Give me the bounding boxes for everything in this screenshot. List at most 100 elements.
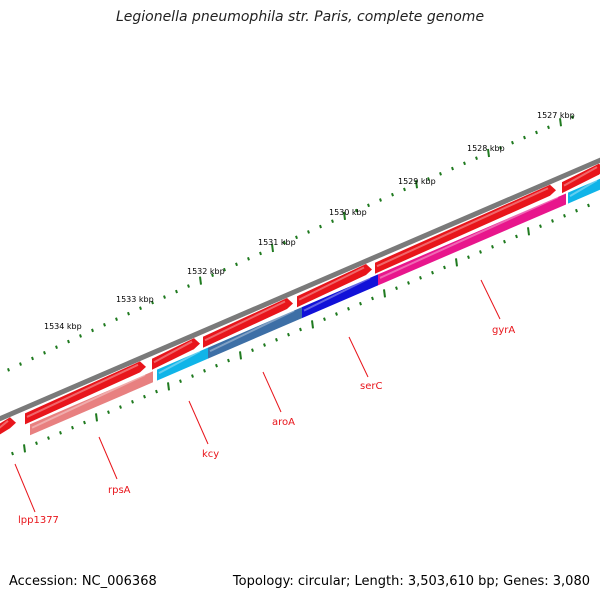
forward-gene-4-highlight	[204, 300, 286, 342]
scale-tick	[463, 161, 466, 166]
topology-summary: Topology: circular; Length: 3,503,610 bp…	[232, 574, 590, 589]
scale-tick	[559, 118, 562, 127]
scale-tick	[355, 208, 358, 213]
inner-tick	[11, 451, 14, 456]
scale-ticks	[7, 115, 574, 372]
inner-tick	[239, 351, 242, 360]
scale-tick	[199, 276, 202, 285]
scale-label: 1531 kbp	[258, 238, 296, 247]
inner-tick	[431, 270, 434, 275]
gene-label-kcy: kcy	[202, 449, 219, 460]
forward-strand-genes	[0, 163, 600, 435]
scale-tick	[259, 251, 262, 256]
inner-tick	[83, 420, 86, 425]
gene-label-line-kcy	[188, 400, 209, 445]
inner-tick	[35, 441, 38, 446]
reverse-gene-aroA-highlight	[209, 309, 295, 353]
forward-gene-4	[203, 298, 293, 348]
scale-tick	[7, 367, 10, 372]
reverse-gene-kcy	[157, 347, 208, 381]
scale-tick	[379, 198, 382, 202]
scale-label: 1532 kbp	[187, 267, 225, 276]
scale-tick	[343, 211, 346, 221]
scale-tick	[187, 284, 190, 288]
forward-gene-1	[0, 417, 16, 435]
genome-backbone	[0, 157, 600, 422]
inner-tick	[167, 382, 170, 391]
gene-label-line-lpp1377	[14, 463, 36, 513]
scale-tick	[439, 171, 442, 176]
inner-tick	[155, 389, 158, 394]
gene-label-gyrA: gyrA	[492, 325, 515, 336]
scale-tick	[19, 362, 22, 366]
inner-tick	[323, 317, 326, 321]
inner-tick	[467, 255, 470, 259]
inner-tick	[299, 327, 302, 332]
inner-tick	[575, 208, 578, 213]
scale-tick	[307, 230, 310, 234]
inner-tick	[191, 374, 194, 378]
gene-label-aroA: aroA	[272, 417, 295, 428]
scale-tick	[571, 115, 574, 119]
reverse-gene-next-highlight	[569, 179, 598, 197]
scale-tick	[415, 180, 418, 189]
inner-tick	[275, 338, 278, 342]
inner-tick	[119, 405, 122, 409]
scale-tick	[151, 300, 154, 305]
forward-gene-6-highlight	[376, 187, 549, 268]
inner-ticks	[11, 203, 590, 456]
scale-tick	[535, 130, 538, 135]
inner-tick	[515, 234, 518, 239]
scale-tick	[103, 322, 106, 327]
forward-gene-7-highlight	[563, 166, 598, 187]
scale-tick	[511, 140, 514, 145]
map-title: Legionella pneumophila str. Paris, compl…	[115, 9, 485, 25]
inner-tick	[95, 413, 98, 422]
reverse-strand-genes	[30, 178, 600, 436]
scale-tick	[487, 148, 490, 158]
inner-tick	[527, 227, 530, 236]
inner-tick	[131, 400, 134, 404]
scale-tick	[475, 156, 478, 160]
scale-tick	[91, 328, 94, 333]
forward-gene-2	[25, 361, 146, 425]
scale-tick	[547, 125, 550, 130]
forward-gene-2-highlight	[26, 363, 139, 418]
forward-gene-6	[375, 184, 556, 274]
scale-tick	[319, 224, 322, 229]
inner-tick	[227, 358, 230, 363]
gene-label-rpsA: rpsA	[108, 485, 131, 496]
forward-gene-3-highlight	[153, 340, 193, 364]
inner-tick	[287, 332, 290, 337]
inner-tick	[179, 379, 182, 383]
inner-tick	[59, 431, 62, 435]
scale-tick	[295, 235, 298, 240]
forward-gene-1-highlight	[0, 420, 9, 429]
inner-tick	[563, 213, 566, 218]
inner-tick	[419, 276, 422, 280]
reverse-gene-rpsA	[30, 371, 153, 436]
scale-tick	[43, 351, 46, 355]
inner-tick	[71, 425, 74, 430]
forward-gene-7	[562, 163, 600, 194]
inner-tick	[539, 224, 542, 228]
scale-tick	[79, 334, 82, 338]
inner-tick	[347, 307, 350, 311]
inner-tick	[143, 394, 146, 399]
inner-tick	[107, 410, 110, 415]
inner-tick	[383, 289, 386, 298]
scale-tick	[127, 311, 130, 316]
accession-text: Accession: NC_006368	[9, 574, 157, 589]
reverse-gene-gyrA	[378, 193, 566, 286]
scale-tick	[163, 295, 166, 299]
inner-tick	[479, 250, 482, 254]
reverse-gene-gyrA-highlight	[379, 196, 559, 279]
inner-tick	[455, 258, 458, 267]
scale-tick	[223, 267, 226, 272]
scale-tick	[391, 192, 394, 197]
forward-gene-5	[297, 263, 372, 308]
gene-label-line-rpsA	[98, 436, 118, 480]
inner-tick	[335, 312, 338, 316]
scale-tick	[451, 166, 454, 171]
